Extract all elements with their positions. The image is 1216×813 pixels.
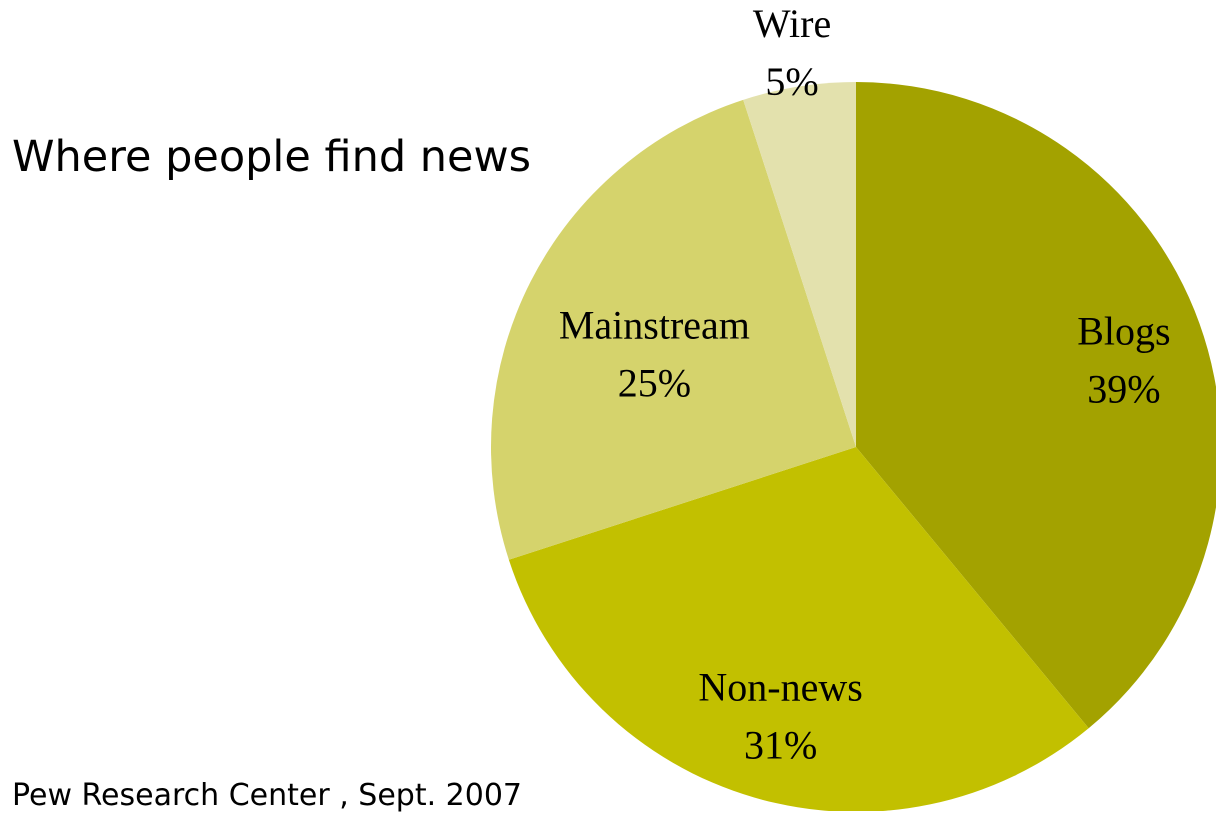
slice-value-label: 39%: [1087, 367, 1160, 412]
pie-slice-wire: [743, 82, 856, 447]
pie-slice-non-news: [508, 447, 1089, 811]
pie-slice-mainstream: [490, 99, 856, 560]
pie-slice-blogs: [856, 82, 1216, 729]
chart-title: Where people find news: [12, 132, 532, 182]
source-note: Pew Research Center , Sept. 2007: [12, 778, 522, 813]
slice-value-label: 25%: [618, 360, 691, 405]
slice-category-label: Non-news: [698, 664, 862, 709]
pie-slices: [490, 82, 1216, 811]
slice-category-label: Mainstream: [559, 302, 750, 347]
slice-category-label: Wire: [753, 1, 831, 46]
slice-category-label: Blogs: [1077, 309, 1170, 354]
pie-labels: Blogs 39% Non-news 31% Mainstream 25% Wire 5%: [559, 1, 1171, 767]
slice-value-label: 31%: [744, 722, 817, 767]
slice-value-label: 5%: [765, 59, 818, 104]
